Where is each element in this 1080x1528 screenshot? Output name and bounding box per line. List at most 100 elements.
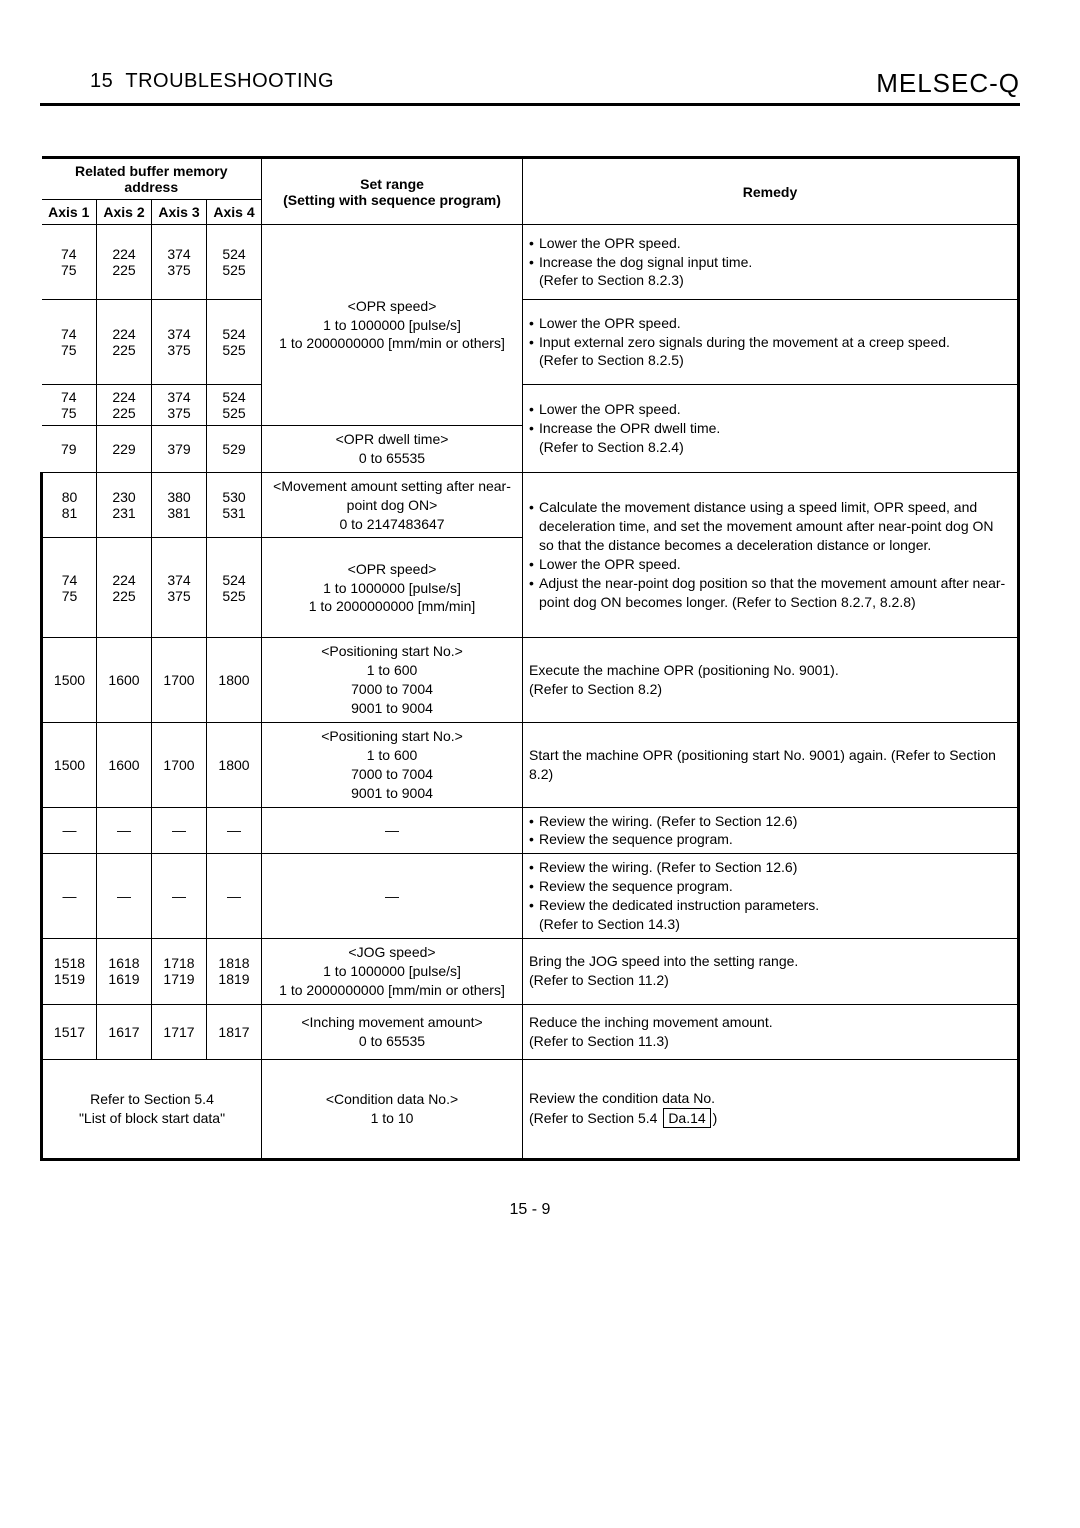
cell-remedy: •Lower the OPR speed. •Increase the OPR … bbox=[523, 385, 1019, 473]
cell-axis1: 74 75 bbox=[42, 225, 97, 300]
cell-axis3: 374 375 bbox=[152, 538, 207, 638]
table-row: — — — — — •Review the wiring. (Refer to … bbox=[42, 854, 1019, 939]
col-axis2: Axis 2 bbox=[97, 200, 152, 225]
remedy-text: Review the sequence program. bbox=[539, 877, 733, 896]
cell-axis3: 1717 bbox=[152, 1004, 207, 1059]
remedy-text: Input external zero signals during the m… bbox=[539, 333, 950, 371]
remedy-text: Increase the dog signal input time. (Ref… bbox=[539, 253, 752, 291]
col-remedy: Remedy bbox=[523, 158, 1019, 225]
col-set-range: Set range (Setting with sequence program… bbox=[262, 158, 523, 225]
table-row: 1500 1600 1700 1800 <Positioning start N… bbox=[42, 638, 1019, 723]
cell-axis2: 1600 bbox=[97, 638, 152, 723]
cell-axis2: — bbox=[97, 854, 152, 939]
cell-axis4: 529 bbox=[207, 426, 262, 473]
cell-axis2: 224 225 bbox=[97, 538, 152, 638]
cell-axis4: 1817 bbox=[207, 1004, 262, 1059]
cell-remedy: •Review the wiring. (Refer to Section 12… bbox=[523, 807, 1019, 854]
cell-set-range: <JOG speed> 1 to 1000000 [pulse/s] 1 to … bbox=[262, 938, 523, 1004]
cell-set-range: — bbox=[262, 854, 523, 939]
remedy-text: Lower the OPR speed. bbox=[539, 555, 681, 574]
cell-axis2: — bbox=[97, 807, 152, 854]
cell-axis3: 380 381 bbox=[152, 472, 207, 538]
set-range-bot: (Setting with sequence program) bbox=[283, 192, 501, 208]
table-row: — — — — — •Review the wiring. (Refer to … bbox=[42, 807, 1019, 854]
cell-remedy: Start the machine OPR (positioning start… bbox=[523, 723, 1019, 808]
header-rule bbox=[40, 103, 1020, 106]
table-row: 74 75 224 225 374 375 524 525 •Lower the… bbox=[42, 300, 1019, 385]
cell-axis4: 1818 1819 bbox=[207, 938, 262, 1004]
cell-set-range: — bbox=[262, 807, 523, 854]
table-row: 74 75 224 225 374 375 524 525 <OPR speed… bbox=[42, 225, 1019, 300]
cell-axis2: 229 bbox=[97, 426, 152, 473]
remedy-text: Lower the OPR speed. bbox=[539, 400, 681, 419]
remedy-text: Review the wiring. (Refer to Section 12.… bbox=[539, 812, 797, 831]
cell-axis-note: Refer to Section 5.4 "List of block star… bbox=[42, 1059, 262, 1159]
cell-set-range: <Positioning start No.> 1 to 600 7000 to… bbox=[262, 723, 523, 808]
remedy-text: ) bbox=[713, 1110, 718, 1126]
cell-axis4: 524 525 bbox=[207, 385, 262, 426]
cell-axis1: 74 75 bbox=[42, 538, 97, 638]
cell-axis1: 79 bbox=[42, 426, 97, 473]
page-header: 15 TROUBLESHOOTING MELSEC-Q bbox=[40, 70, 1020, 93]
cell-remedy: •Lower the OPR speed. •Input external ze… bbox=[523, 300, 1019, 385]
table-row: 80 81 230 231 380 381 530 531 <Movement … bbox=[42, 472, 1019, 538]
remedy-text: Increase the OPR dwell time. (Refer to S… bbox=[539, 419, 720, 457]
cell-axis1: 1518 1519 bbox=[42, 938, 97, 1004]
cell-axis2: 224 225 bbox=[97, 225, 152, 300]
cell-axis1: 80 81 bbox=[42, 472, 97, 538]
cell-axis4: 530 531 bbox=[207, 472, 262, 538]
cell-axis4: 1800 bbox=[207, 723, 262, 808]
table-row: Refer to Section 5.4 "List of block star… bbox=[42, 1059, 1019, 1159]
page-number: 15 - 9 bbox=[40, 1201, 1020, 1219]
cell-axis1: — bbox=[42, 854, 97, 939]
cell-set-range: <Movement amount setting after near-poin… bbox=[262, 472, 523, 538]
cell-axis2: 224 225 bbox=[97, 300, 152, 385]
cell-axis4: 1800 bbox=[207, 638, 262, 723]
cell-set-range: <Condition data No.> 1 to 10 bbox=[262, 1059, 523, 1159]
cell-axis1: — bbox=[42, 807, 97, 854]
cell-axis1: 74 75 bbox=[42, 385, 97, 426]
cell-axis2: 1618 1619 bbox=[97, 938, 152, 1004]
remedy-text: Review the sequence program. bbox=[539, 830, 733, 849]
axis-note-line1: Refer to Section 5.4 bbox=[90, 1091, 214, 1107]
brand-label: MELSEC-Q bbox=[876, 68, 1020, 99]
cell-set-range: <Inching movement amount> 0 to 65535 bbox=[262, 1004, 523, 1059]
remedy-text: Calculate the movement distance using a … bbox=[539, 498, 1011, 555]
chapter-title: 15 TROUBLESHOOTING bbox=[90, 70, 334, 92]
cell-axis4: — bbox=[207, 854, 262, 939]
remedy-text: Lower the OPR speed. bbox=[539, 234, 681, 253]
cell-axis3: 374 375 bbox=[152, 225, 207, 300]
table-row: 1518 1519 1618 1619 1718 1719 1818 1819 … bbox=[42, 938, 1019, 1004]
cell-set-range: <OPR dwell time> 0 to 65535 bbox=[262, 426, 523, 473]
cell-axis1: 74 75 bbox=[42, 300, 97, 385]
cell-remedy: •Lower the OPR speed. •Increase the dog … bbox=[523, 225, 1019, 300]
cell-axis3: 374 375 bbox=[152, 385, 207, 426]
cell-axis4: 524 525 bbox=[207, 538, 262, 638]
cell-axis2: 1617 bbox=[97, 1004, 152, 1059]
col-buf-mem: Related buffer memory address bbox=[42, 158, 262, 200]
cell-axis1: 1500 bbox=[42, 638, 97, 723]
remedy-text: Review the dedicated instruction paramet… bbox=[539, 896, 819, 934]
remedy-text: Adjust the near-point dog position so th… bbox=[539, 574, 1011, 612]
table-row: 1500 1600 1700 1800 <Positioning start N… bbox=[42, 723, 1019, 808]
cell-set-range: <OPR speed> 1 to 1000000 [pulse/s] 1 to … bbox=[262, 538, 523, 638]
col-axis4: Axis 4 bbox=[207, 200, 262, 225]
cell-axis2: 1600 bbox=[97, 723, 152, 808]
cell-axis4: 524 525 bbox=[207, 225, 262, 300]
cell-axis1: 1500 bbox=[42, 723, 97, 808]
cell-axis2: 230 231 bbox=[97, 472, 152, 538]
cell-axis3: 1700 bbox=[152, 638, 207, 723]
cell-axis2: 224 225 bbox=[97, 385, 152, 426]
col-axis1: Axis 1 bbox=[42, 200, 97, 225]
cell-axis4: 524 525 bbox=[207, 300, 262, 385]
cell-set-range: <Positioning start No.> 1 to 600 7000 to… bbox=[262, 638, 523, 723]
troubleshooting-table: Related buffer memory address Set range … bbox=[40, 156, 1020, 1161]
remedy-text: Lower the OPR speed. bbox=[539, 314, 681, 333]
cell-remedy: Review the condition data No. (Refer to … bbox=[523, 1059, 1019, 1159]
cell-axis3: — bbox=[152, 807, 207, 854]
axis-note-line2: "List of block start data" bbox=[79, 1110, 225, 1126]
cell-axis3: 1718 1719 bbox=[152, 938, 207, 1004]
cell-remedy: •Calculate the movement distance using a… bbox=[523, 472, 1019, 638]
cell-remedy: Execute the machine OPR (positioning No.… bbox=[523, 638, 1019, 723]
cell-remedy: •Review the wiring. (Refer to Section 12… bbox=[523, 854, 1019, 939]
